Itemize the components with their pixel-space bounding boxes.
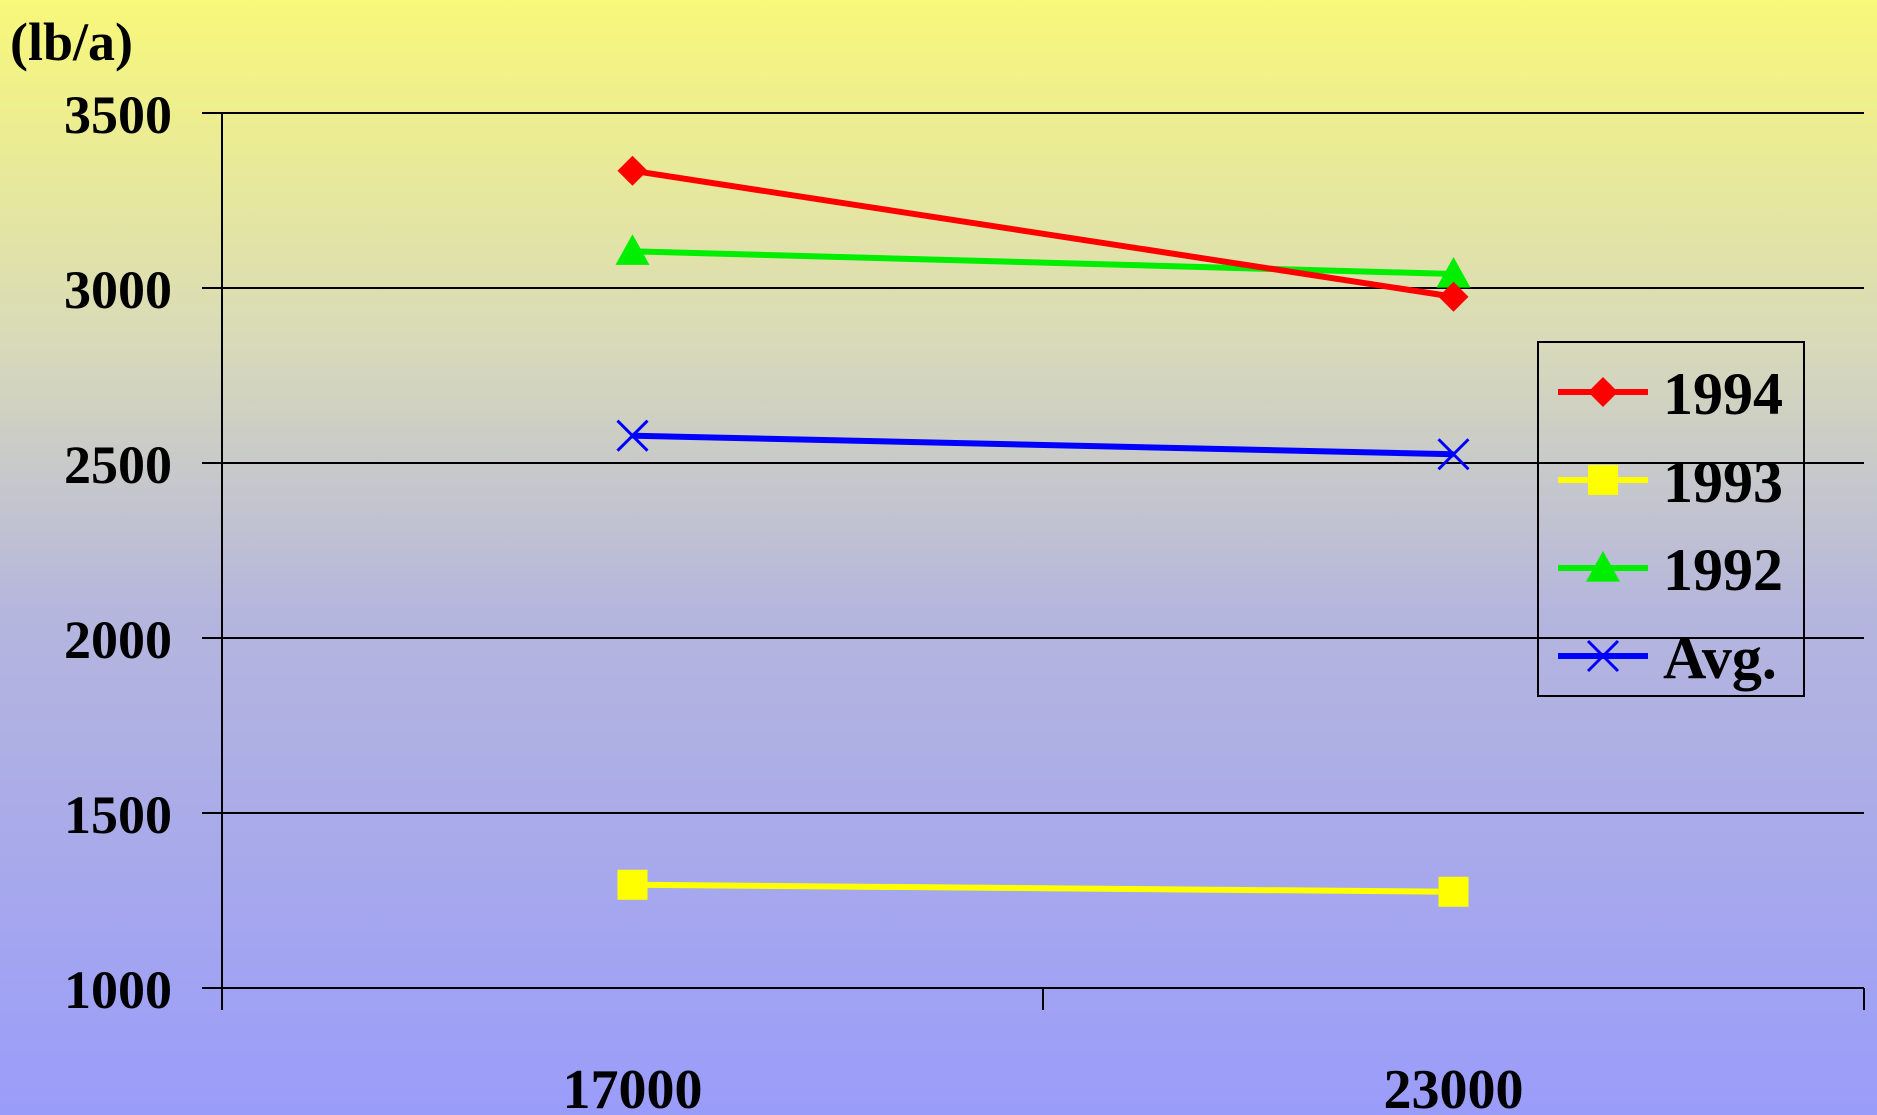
legend-entry: Avg. (1558, 625, 1777, 691)
legend-swatch-marker (1588, 465, 1618, 495)
data-point (1438, 281, 1469, 312)
data-point (1437, 438, 1470, 471)
legend: 1994 1993 1992 Avg. (1537, 341, 1805, 697)
legend-entry: 1994 (1558, 361, 1783, 427)
data-point (617, 155, 648, 186)
series-1994 (617, 155, 1469, 312)
y-tick-label: 1500 (64, 785, 172, 845)
legend-label: Avg. (1663, 625, 1777, 691)
legend-label: 1992 (1663, 537, 1783, 603)
data-point (615, 234, 650, 265)
y-tick-label: 1000 (64, 960, 172, 1020)
legend-swatch-marker (1588, 377, 1618, 407)
legend-label: 1994 (1663, 361, 1783, 427)
series-line (632, 248, 1454, 277)
y-tick-label: 3000 (64, 260, 172, 320)
series-line (632, 881, 1454, 895)
series-line (632, 167, 1454, 300)
x-tick-label: 17000 (563, 1059, 703, 1115)
y-tick-label: 3500 (64, 85, 172, 145)
x-tick-label: 23000 (1384, 1059, 1524, 1115)
axes (221, 113, 1865, 1010)
y-axis-tick-labels: 3500 3000 2500 2000 1500 1000 (64, 85, 172, 1020)
series-lines (615, 155, 1471, 907)
data-point (616, 419, 649, 452)
gridlines (202, 112, 1864, 989)
series-1992 (615, 234, 1471, 288)
legend-label: 1993 (1663, 449, 1783, 515)
y-axis-unit-label: (lb/a) (10, 12, 133, 72)
x-axis-tick-labels: 17000 23000 (563, 1059, 1524, 1115)
legend-swatch-marker (1586, 639, 1620, 673)
legend-entry: 1993 (1558, 449, 1783, 515)
legend-box (1537, 341, 1805, 697)
legend-swatch-marker (1586, 551, 1620, 582)
series-1993 (617, 869, 1469, 907)
series-avg (616, 419, 1470, 471)
y-tick-label: 2000 (64, 610, 172, 670)
data-point (1436, 257, 1471, 288)
data-point (1438, 876, 1469, 907)
series-line (632, 432, 1454, 458)
y-tick-label: 2500 (64, 435, 172, 495)
data-point (617, 869, 648, 900)
legend-entry: 1992 (1558, 537, 1783, 603)
